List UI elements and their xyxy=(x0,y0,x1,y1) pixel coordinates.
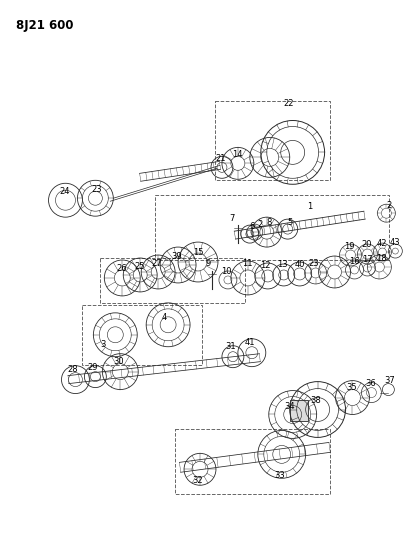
Text: 42: 42 xyxy=(376,239,387,248)
Text: 11: 11 xyxy=(242,259,252,268)
Text: 43: 43 xyxy=(390,238,401,247)
Text: 2: 2 xyxy=(387,201,392,209)
Bar xyxy=(290,400,308,422)
Text: 6: 6 xyxy=(249,222,254,231)
Text: 18: 18 xyxy=(376,254,387,263)
Text: 19: 19 xyxy=(344,241,355,251)
Text: 5: 5 xyxy=(287,217,292,227)
Text: 17: 17 xyxy=(362,255,373,263)
Text: 20: 20 xyxy=(361,239,372,248)
Text: 23: 23 xyxy=(91,185,102,194)
Text: 34: 34 xyxy=(284,402,295,411)
Text: 31: 31 xyxy=(226,342,236,351)
Text: 2: 2 xyxy=(257,220,263,229)
Text: 9: 9 xyxy=(205,259,211,268)
Bar xyxy=(100,258,245,303)
Text: 22: 22 xyxy=(283,99,294,108)
Text: 39: 39 xyxy=(172,252,182,261)
Bar xyxy=(83,305,202,365)
Text: 33: 33 xyxy=(274,471,285,480)
Text: 3: 3 xyxy=(101,340,106,349)
Text: 36: 36 xyxy=(365,379,376,388)
Text: 21: 21 xyxy=(216,154,226,163)
Text: 35: 35 xyxy=(346,383,357,392)
Text: 12: 12 xyxy=(261,261,271,270)
Text: 13: 13 xyxy=(277,260,288,269)
Text: 24: 24 xyxy=(59,187,70,196)
Text: 28: 28 xyxy=(67,365,78,374)
Text: 1: 1 xyxy=(307,201,312,211)
Text: 25: 25 xyxy=(134,262,144,271)
Text: 16: 16 xyxy=(349,256,360,265)
Text: 8: 8 xyxy=(266,217,272,227)
Text: 4: 4 xyxy=(162,313,167,322)
Text: 27: 27 xyxy=(152,259,162,268)
Text: 32: 32 xyxy=(193,476,203,485)
Text: 38: 38 xyxy=(310,396,321,405)
Bar xyxy=(215,101,330,180)
Bar xyxy=(175,430,330,494)
Text: 15: 15 xyxy=(193,247,203,256)
Text: 40: 40 xyxy=(294,260,305,269)
Text: 30: 30 xyxy=(113,357,124,366)
Text: 29: 29 xyxy=(87,363,98,372)
Text: 7: 7 xyxy=(229,214,235,223)
Text: 26: 26 xyxy=(116,264,127,273)
Text: 14: 14 xyxy=(231,150,242,159)
Text: 10: 10 xyxy=(221,268,231,277)
Bar xyxy=(155,195,389,260)
Text: 8J21 600: 8J21 600 xyxy=(16,19,73,32)
Text: 23: 23 xyxy=(308,259,319,268)
Text: 41: 41 xyxy=(245,338,255,347)
Text: 37: 37 xyxy=(384,376,395,385)
